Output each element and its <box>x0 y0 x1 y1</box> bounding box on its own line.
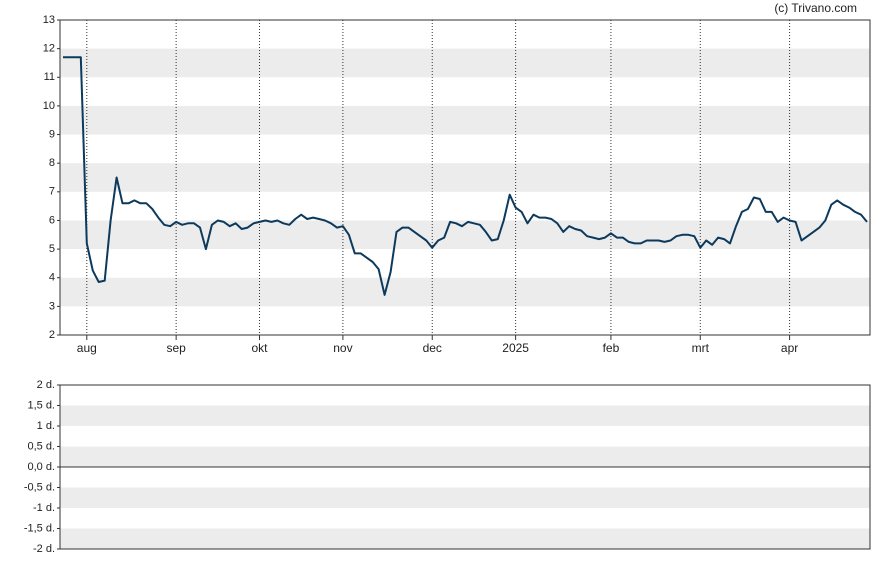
y-tick-label: 4 <box>49 272 55 284</box>
x-tick-label: nov <box>333 341 352 355</box>
y-tick-label: 12 <box>43 43 55 55</box>
y-tick-label: 13 <box>43 14 55 26</box>
y-tick-label: 0,5 d. <box>27 440 55 452</box>
y-tick-label: 7 <box>49 186 55 198</box>
y-tick-label: -1,5 d. <box>24 522 55 534</box>
grid-band <box>60 487 870 508</box>
x-tick-label: 2025 <box>502 341 529 355</box>
y-tick-label: 9 <box>49 128 55 140</box>
y-tick-label: 5 <box>49 243 55 255</box>
y-tick-label: 8 <box>49 157 55 169</box>
grid-band <box>60 446 870 467</box>
y-tick-label: 11 <box>44 71 55 83</box>
y-tick-label: 6 <box>49 214 55 226</box>
y-tick-label: 0,0 d. <box>27 461 55 473</box>
y-tick-label: 10 <box>43 100 55 112</box>
x-tick-label: aug <box>77 341 97 355</box>
price-line <box>63 56 868 296</box>
y-tick-label: 2 d. <box>37 379 55 391</box>
x-tick-label: okt <box>252 341 269 355</box>
y-tick-label: 1 d. <box>37 420 55 432</box>
y-tick-label: 3 <box>49 300 55 312</box>
y-tick-label: -2 d. <box>33 543 55 555</box>
y-tick-label: 1,5 d. <box>27 399 55 411</box>
credit: (c) Trivano.com <box>774 1 857 15</box>
x-tick-label: feb <box>603 341 620 355</box>
grid-band <box>60 48 870 78</box>
grid-band <box>60 405 870 426</box>
plot-frame <box>59 384 871 550</box>
plot-frame <box>59 19 871 336</box>
x-tick-label: mrt <box>692 341 710 355</box>
x-tick-label: dec <box>423 341 442 355</box>
x-tick-label: apr <box>781 341 798 355</box>
grid-band <box>60 105 870 135</box>
x-tick-label: sep <box>166 341 186 355</box>
grid-band <box>60 163 870 192</box>
y-tick-label: -0,5 d. <box>24 481 55 493</box>
y-tick-label: 2 <box>49 329 55 341</box>
grid-band <box>60 277 870 307</box>
y-tick-label: -1 d. <box>33 502 55 514</box>
grid-band <box>60 528 870 549</box>
